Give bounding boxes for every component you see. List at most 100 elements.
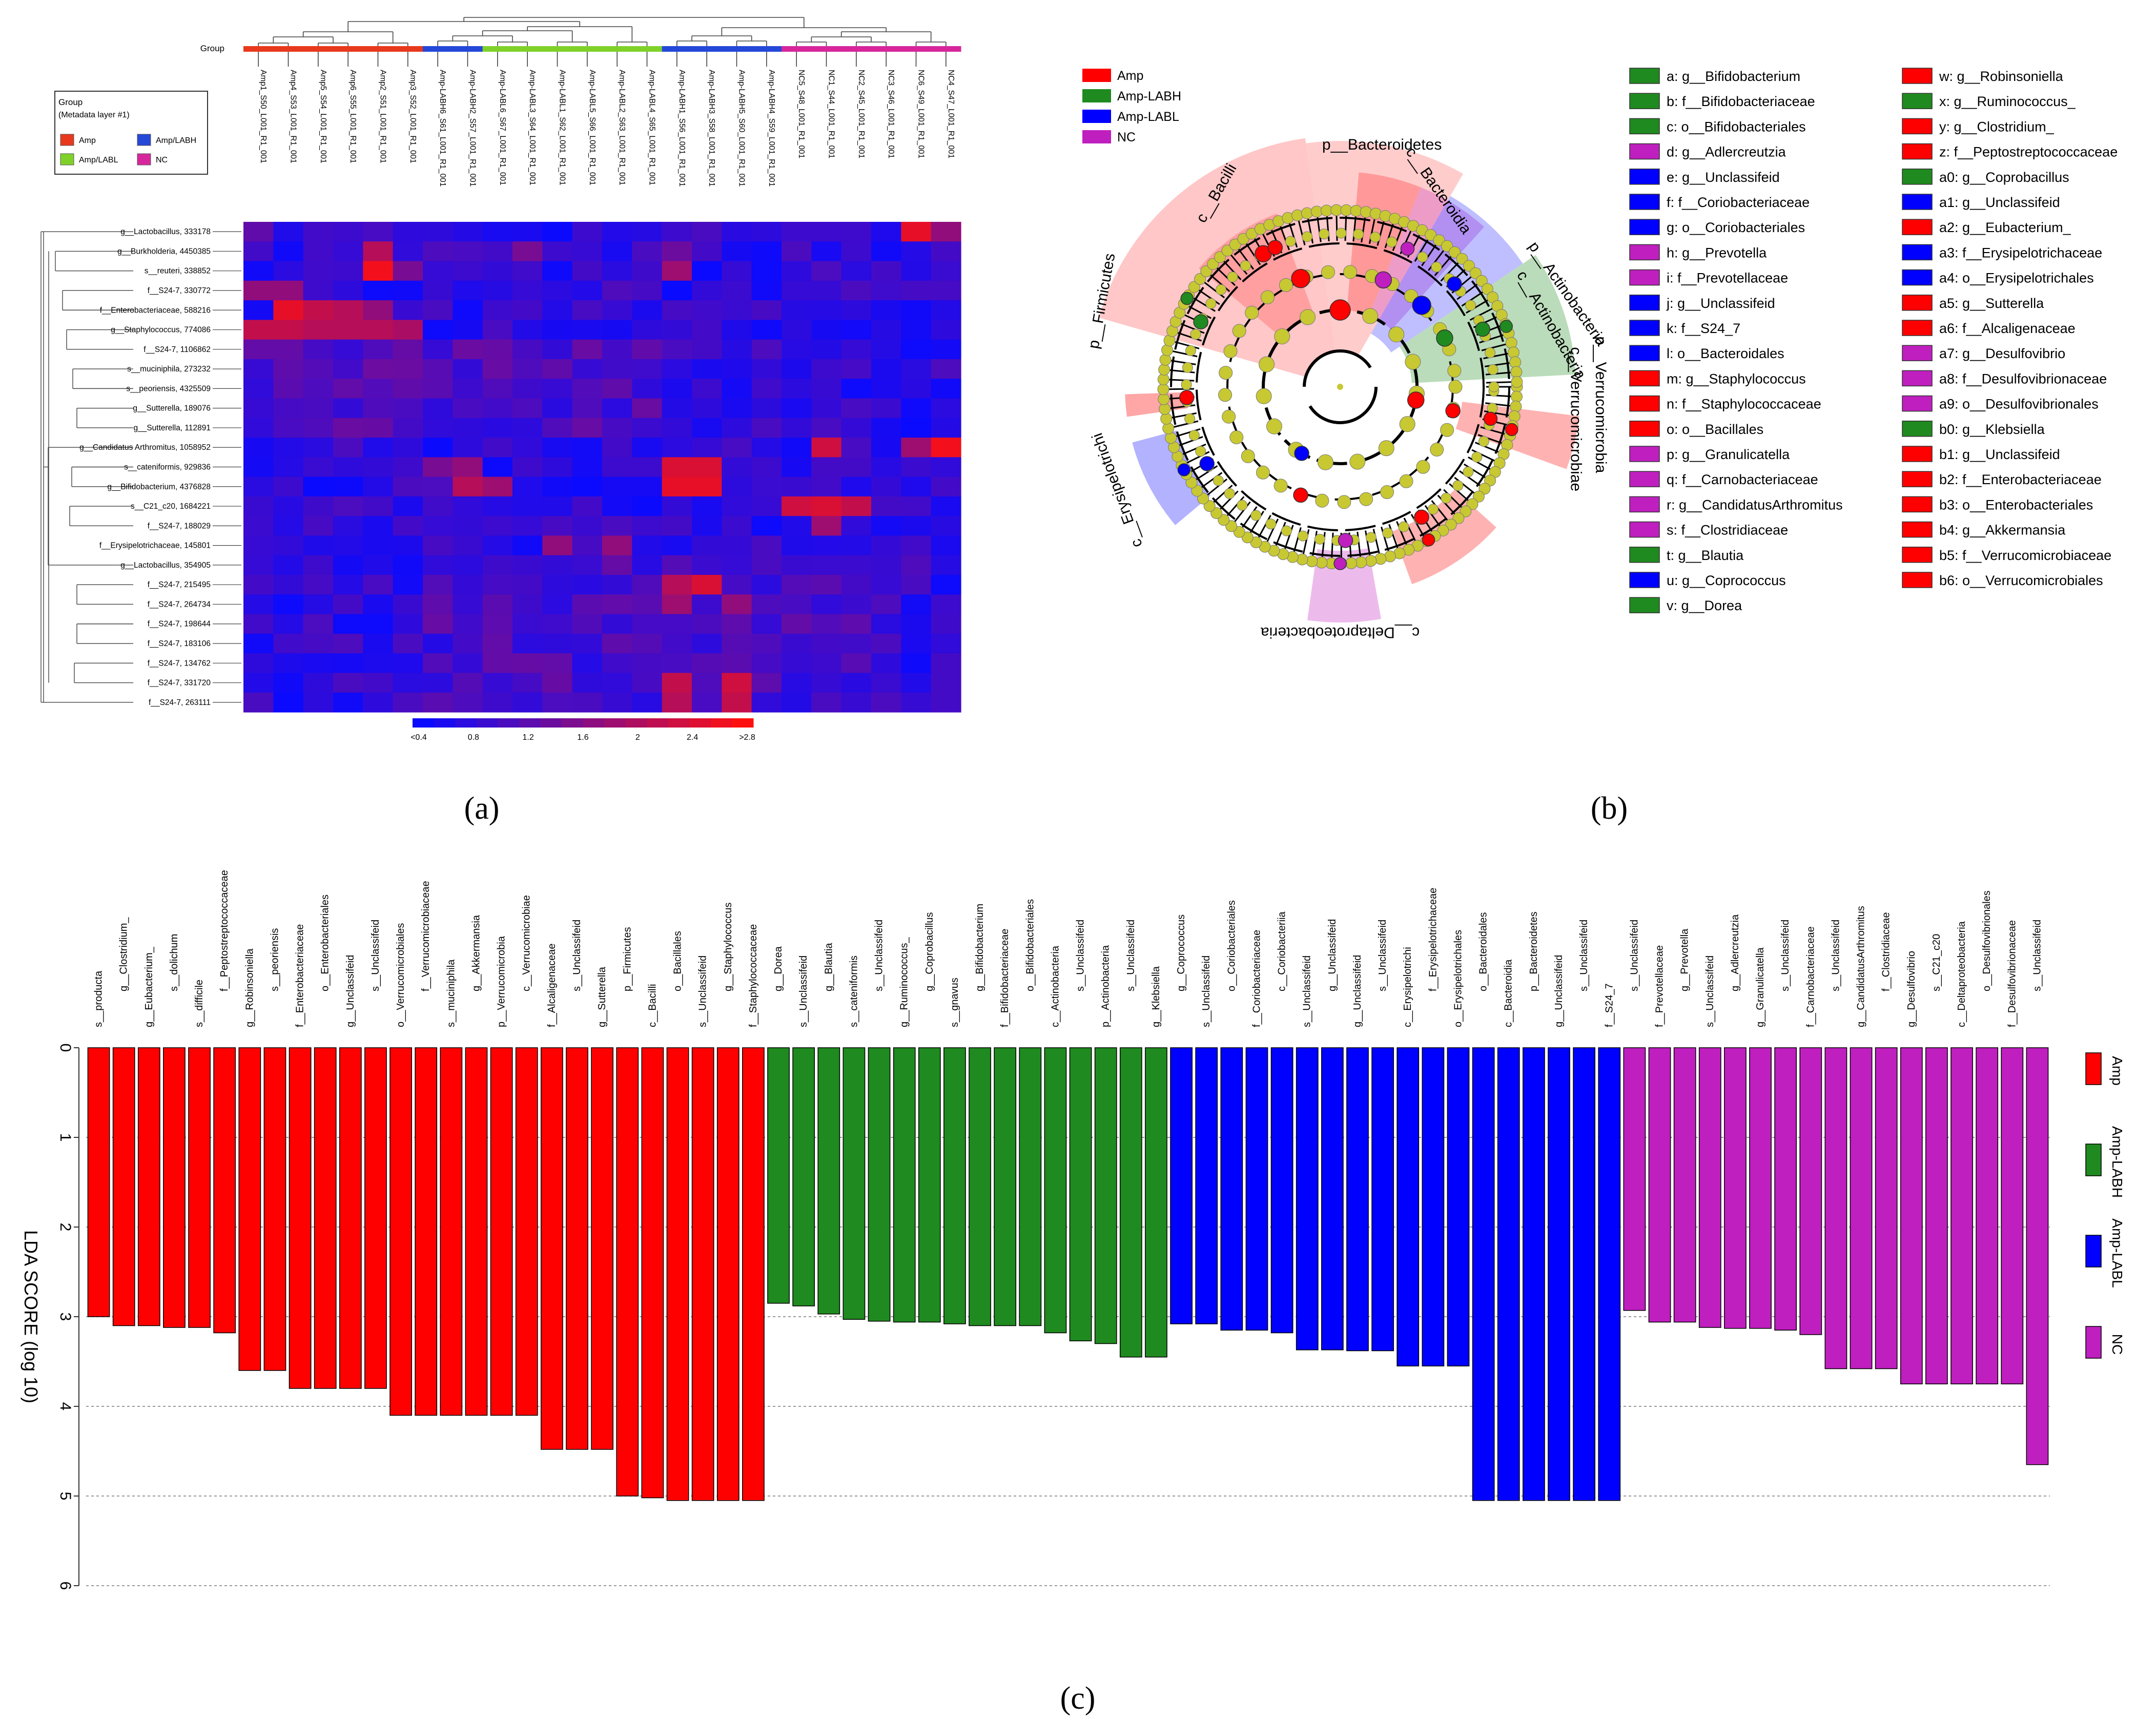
group-cell	[333, 46, 363, 52]
heatmap-cell	[243, 476, 274, 497]
heatmap-cell	[243, 516, 274, 536]
category-label: s__dolichum	[169, 934, 180, 991]
heatmap-cell	[692, 594, 722, 615]
heatmap-cell	[722, 673, 752, 693]
tree-node	[1319, 229, 1330, 240]
heatmap-cell	[482, 320, 513, 340]
heatmap-cell	[482, 280, 513, 301]
heatmap-cell	[751, 535, 782, 556]
heatmap-cell	[871, 320, 901, 340]
category-label: s__Unclassifeid	[571, 920, 583, 991]
heatmap-cell	[363, 438, 394, 458]
heatmap-cell	[273, 300, 304, 320]
column-label: Amp-LABL2_S63_L001_R1_001	[618, 70, 626, 185]
row-label: f__S24-7, 1106862	[143, 345, 211, 354]
leaf-node	[1360, 206, 1372, 218]
heatmap-cell	[602, 594, 632, 615]
heatmap-cell	[423, 300, 453, 320]
lda-bar	[1548, 1047, 1570, 1501]
heatmap-cell	[841, 476, 872, 497]
heatmap-cell	[303, 555, 334, 575]
panel-label-c: (c)	[1060, 1681, 1096, 1716]
heatmap-cell	[841, 496, 872, 516]
lda-bar	[163, 1047, 186, 1328]
heatmap-cell	[453, 359, 483, 379]
lda-bar	[1069, 1047, 1092, 1341]
key-label: z: f__Peptostreptococcaceae	[1939, 144, 2118, 160]
group-cell	[512, 46, 543, 52]
heatmap-cell	[722, 379, 752, 399]
heatmap-cell	[722, 457, 752, 477]
legend-label: Amp	[79, 136, 96, 145]
heatmap-cell	[692, 633, 722, 654]
heatmap-cell	[782, 535, 812, 556]
heatmap-cell	[751, 575, 782, 595]
heatmap-cell	[722, 555, 752, 575]
heatmap-cell	[572, 555, 603, 575]
heatmap-cell	[482, 398, 513, 419]
heatmap-cell	[602, 575, 632, 595]
heatmap-cell	[841, 457, 872, 477]
heatmap-cell	[393, 692, 423, 713]
heatmap-cell	[931, 280, 961, 301]
biomarker-node	[1447, 276, 1462, 292]
heatmap-cell	[602, 457, 632, 477]
key-label: u: g__Coprococcus	[1667, 573, 1786, 588]
tree-node	[1315, 493, 1329, 508]
tree-node	[1416, 460, 1430, 474]
key-swatch	[1902, 521, 1933, 538]
heatmap-cell	[692, 261, 722, 281]
key-label: b6: o__Verrucomicrobiales	[1939, 573, 2103, 588]
lda-bar	[591, 1047, 614, 1450]
heatmap-cell	[782, 398, 812, 419]
key-label: a1: g__Unclassifeid	[1939, 195, 2060, 210]
heatmap-cell	[273, 359, 304, 379]
heatmap-cell	[722, 300, 752, 320]
heatmap-cell	[782, 653, 812, 674]
row-label: g__Sutterella, 189076	[133, 404, 211, 413]
heatmap-cell	[931, 692, 961, 713]
category-label: s__Unclassifeid	[2031, 920, 2043, 991]
heatmap-cell	[572, 594, 603, 615]
heatmap-cell	[751, 418, 782, 438]
heatmap-cell	[512, 633, 543, 654]
heatmap-cell	[811, 555, 842, 575]
heatmap-cell	[393, 261, 423, 281]
leaf-node	[1330, 204, 1343, 216]
lda-bar	[1724, 1047, 1747, 1329]
tree-node	[1266, 418, 1282, 434]
lda-bar	[691, 1047, 714, 1501]
tree-node	[1190, 328, 1201, 340]
heatmap-cell	[632, 241, 663, 262]
category-label: c__Verrucomicrobiae	[521, 895, 532, 991]
heatmap-cell	[811, 241, 842, 262]
heatmap-cell	[662, 438, 692, 458]
tree-node	[1300, 309, 1316, 325]
heatmap-cell	[453, 535, 483, 556]
heatmap-cell	[632, 673, 663, 693]
heatmap-cell	[782, 379, 812, 399]
y-axis-title: LDA SCORE (log 10)	[20, 1230, 42, 1403]
heatmap-cell	[871, 575, 901, 595]
heatmap-cell	[841, 379, 872, 399]
heatmap-cell	[482, 516, 513, 536]
colorbar-tick-label: 2	[635, 733, 640, 742]
heatmap-cell	[782, 516, 812, 536]
heatmap-cell	[931, 418, 961, 438]
column-label: Amp-LABL1_S62_L001_R1_001	[558, 70, 567, 185]
heatmap-cell	[333, 614, 363, 634]
group-cell	[751, 46, 782, 52]
row-label: f__S24-7, 331720	[148, 679, 211, 688]
lda-bar	[943, 1047, 966, 1324]
row-label: f__S24-7, 263111	[149, 698, 211, 707]
heatmap-cell	[782, 222, 812, 242]
heatmap-cell	[692, 320, 722, 340]
heatmap-cell	[482, 261, 513, 281]
key-label: a7: g__Desulfovibrio	[1939, 346, 2065, 361]
lda-bar	[440, 1047, 463, 1416]
heatmap-cell	[931, 653, 961, 674]
category-label: f__Desulfovibrionaceae	[2006, 920, 2018, 1027]
leaf-node	[1241, 531, 1254, 544]
category-label: f__Erysipelotrichaceae	[1427, 888, 1439, 991]
heatmap-cell	[841, 261, 872, 281]
